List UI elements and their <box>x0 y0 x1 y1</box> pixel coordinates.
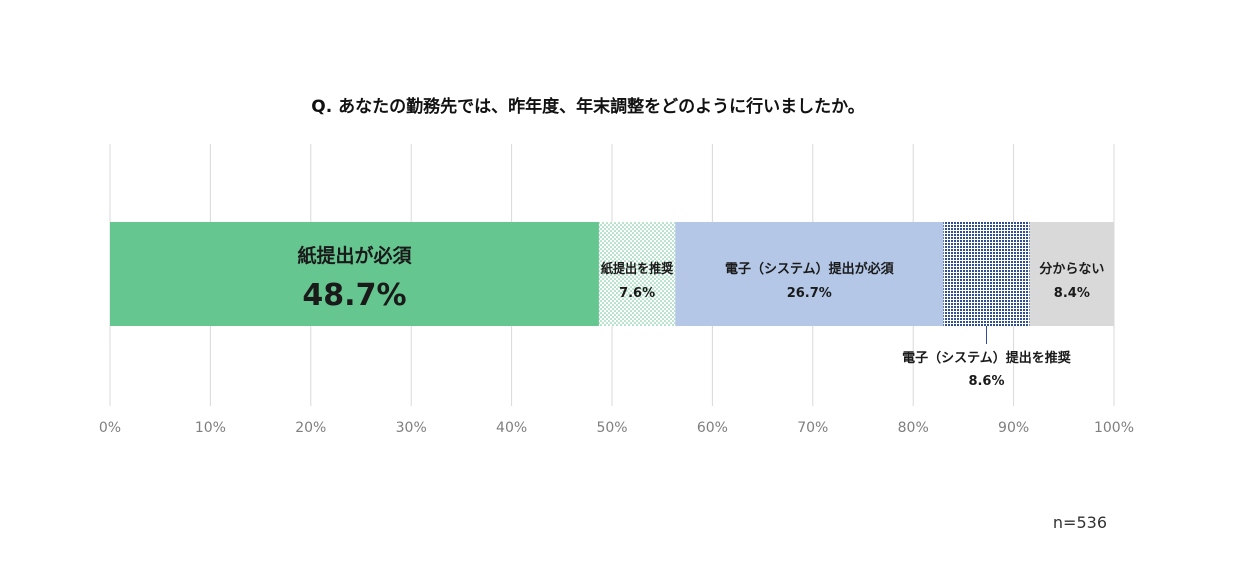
x-tick-label: 30% <box>396 420 427 436</box>
bar-segment-2 <box>598 222 676 326</box>
segment-name-label: 電子（システム）提出を推奨 <box>902 350 1072 366</box>
x-tick-label: 20% <box>295 420 326 436</box>
x-tick-label: 90% <box>998 420 1029 436</box>
segment-value-label: 8.4% <box>1054 286 1090 301</box>
segment-name-label: 分からない <box>1039 261 1104 277</box>
segment-name-label: 紙提出を推奨 <box>601 261 674 277</box>
segment-value-label: 26.7% <box>787 286 832 301</box>
bar-segments <box>110 222 1114 326</box>
segment-value-label: 7.6% <box>619 286 655 301</box>
x-tick-label: 100% <box>1094 420 1134 436</box>
sample-size: n=536 <box>1053 513 1107 532</box>
x-tick-label: 10% <box>195 420 226 436</box>
x-tick-label: 40% <box>496 420 527 436</box>
x-axis-ticks: 0% 10% 20% 30% 40% 50% 60% 70% 80% 90% 100% <box>99 420 1134 436</box>
x-tick-label: 0% <box>99 420 121 436</box>
x-tick-label: 70% <box>797 420 828 436</box>
x-tick-label: 60% <box>697 420 728 436</box>
chart-title: Q. あなたの勤務先では、昨年度、年末調整をどのように行いましたか。 <box>311 96 865 117</box>
segment-labels: 紙提出が必須 48.7% 紙提出を推奨 7.6% 電子（システム）提出が必須 26.7% 電… <box>297 244 1104 389</box>
bar-segment-3 <box>675 222 944 326</box>
x-tick-label: 80% <box>898 420 929 436</box>
segment-value-label: 8.6% <box>968 374 1004 389</box>
segment-value-label: 48.7% <box>302 278 406 313</box>
bar-segment-5 <box>1029 222 1114 326</box>
bar-segment-4 <box>943 222 1030 326</box>
bar-segment-1 <box>110 222 599 326</box>
segment-name-label: 紙提出が必須 <box>297 244 412 267</box>
segment-name-label: 電子（システム）提出が必須 <box>725 261 895 277</box>
x-tick-label: 50% <box>596 420 627 436</box>
